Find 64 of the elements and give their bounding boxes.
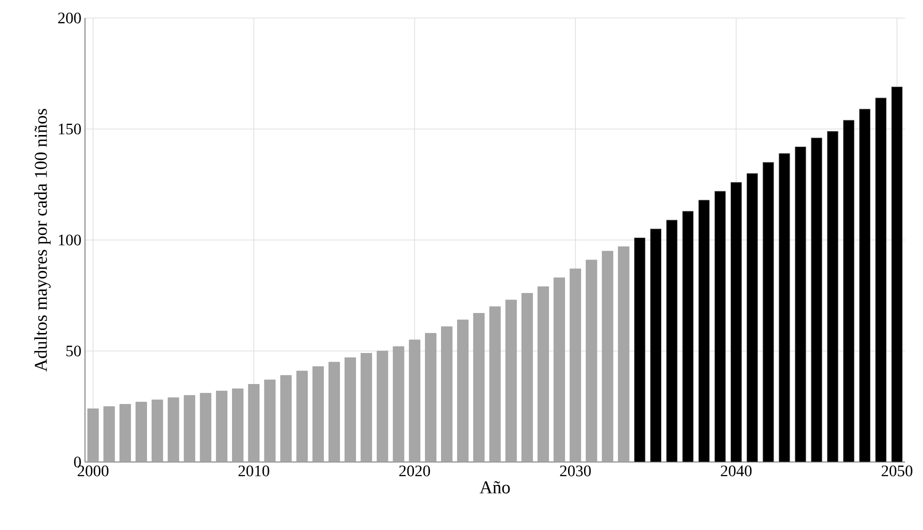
bar: [200, 392, 212, 462]
bar: [489, 306, 501, 462]
y-axis-title: Adultos mayores por cada 100 niños: [34, 108, 51, 372]
bar: [826, 131, 838, 462]
bar: [794, 146, 806, 462]
bar: [682, 210, 694, 462]
bar: [810, 138, 822, 462]
bar: [473, 313, 485, 462]
bar: [730, 182, 742, 462]
bar: [570, 268, 582, 462]
bar: [264, 380, 276, 462]
bar: [650, 228, 662, 462]
bar: [312, 366, 324, 462]
y-tick-label: 50: [66, 346, 81, 356]
bar: [344, 357, 356, 462]
bar: [875, 98, 887, 462]
bar: [634, 238, 646, 462]
bar: [538, 286, 549, 462]
bar: [232, 388, 244, 462]
x-tick-label: 2000: [78, 466, 108, 476]
bar: [120, 404, 131, 462]
bar: [408, 340, 420, 462]
bar: [328, 362, 340, 462]
bar: [87, 408, 99, 462]
x-tick-label: 2040: [720, 466, 752, 476]
x-tick-label: 2010: [238, 466, 270, 476]
bar: [425, 333, 436, 462]
bar: [602, 250, 614, 462]
bar: [891, 86, 903, 462]
bar: [103, 406, 115, 462]
bar: [618, 246, 630, 462]
bar: [457, 320, 469, 462]
bar: [586, 260, 598, 462]
bar: [778, 153, 790, 462]
y-tick-label: 150: [58, 124, 81, 134]
bar: [360, 353, 372, 462]
bar: [168, 397, 180, 462]
bar: [376, 350, 388, 462]
bar: [441, 326, 452, 462]
bar: [698, 200, 710, 462]
bar: [136, 402, 147, 462]
y-tick-label: 0: [74, 456, 81, 468]
bar: [280, 375, 292, 462]
x-axis-title: Año: [480, 481, 510, 494]
bar: [248, 384, 260, 462]
bar: [714, 190, 726, 462]
bar: [554, 278, 565, 462]
bar: [762, 162, 774, 462]
bar: [184, 395, 196, 462]
y-tick-label: 100: [58, 234, 81, 246]
bar: [843, 120, 854, 462]
x-tick-label: 2030: [560, 466, 591, 476]
bar: [505, 300, 517, 462]
bar: [859, 108, 870, 462]
x-tick-label: 2050: [882, 466, 912, 476]
y-tick-label: 200: [58, 12, 81, 24]
bar: [746, 173, 758, 462]
bar: [521, 293, 533, 462]
bar: [392, 346, 404, 462]
bar: [666, 220, 678, 462]
bar: [216, 390, 228, 462]
x-tick-label: 2020: [399, 466, 430, 476]
bar: [296, 370, 308, 462]
bar: [152, 400, 164, 462]
